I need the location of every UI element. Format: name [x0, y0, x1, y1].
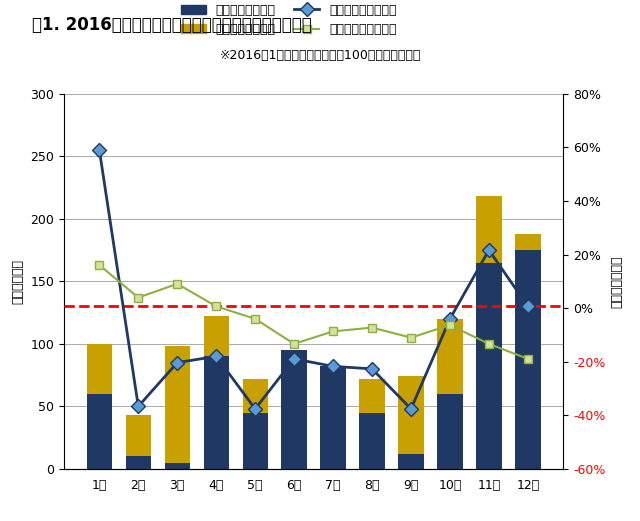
- 冬タイヤ本数前年比: [291, 356, 298, 362]
- 夏タイヤ本数前年比: [485, 341, 493, 347]
- Bar: [398, 454, 424, 469]
- Line: 冬タイヤ本数前年比: 冬タイヤ本数前年比: [95, 145, 532, 414]
- Bar: [125, 415, 151, 469]
- Bar: [476, 196, 502, 469]
- 冬タイヤ本数前年比: [446, 316, 454, 322]
- Bar: [243, 379, 268, 469]
- Text: 図1. 2016年の乗用車用タイヤ販売本数・平均価格推移: 図1. 2016年の乗用車用タイヤ販売本数・平均価格推移: [32, 16, 312, 34]
- Y-axis label: （本数指数）: （本数指数）: [12, 259, 25, 304]
- Bar: [243, 413, 268, 469]
- 夏タイヤ本数前年比: [329, 328, 337, 334]
- 夏タイヤ本数前年比: [524, 356, 532, 362]
- Bar: [282, 350, 307, 469]
- 冬タイヤ本数前年比: [407, 406, 415, 412]
- 夏タイヤ本数前年比: [173, 281, 181, 287]
- 夏タイヤ本数前年比: [291, 341, 298, 347]
- 冬タイヤ本数前年比: [368, 366, 376, 372]
- 冬タイヤ本数前年比: [252, 406, 259, 412]
- Bar: [360, 379, 385, 469]
- 冬タイヤ本数前年比: [485, 247, 493, 253]
- Bar: [515, 234, 541, 469]
- 夏タイヤ本数前年比: [407, 334, 415, 341]
- Bar: [164, 346, 190, 469]
- 夏タイヤ本数前年比: [95, 262, 103, 268]
- 冬タイヤ本数前年比: [134, 403, 142, 410]
- 冬タイヤ本数前年比: [524, 303, 532, 309]
- Bar: [321, 366, 346, 469]
- Y-axis label: （本数前年比）: （本数前年比）: [611, 255, 624, 307]
- Bar: [204, 356, 229, 469]
- Bar: [125, 456, 151, 469]
- 夏タイヤ本数前年比: [252, 316, 259, 322]
- Line: 夏タイヤ本数前年比: 夏タイヤ本数前年比: [95, 261, 532, 363]
- 夏タイヤ本数前年比: [368, 325, 376, 331]
- 夏タイヤ本数前年比: [212, 303, 220, 309]
- Bar: [398, 376, 424, 469]
- Bar: [86, 344, 112, 469]
- Text: ※2016年1月のタイヤ販売を「100」として指数化: ※2016年1月のタイヤ販売を「100」として指数化: [220, 49, 420, 63]
- Bar: [282, 350, 307, 469]
- 夏タイヤ本数前年比: [446, 322, 454, 328]
- 冬タイヤ本数前年比: [212, 353, 220, 359]
- Bar: [164, 463, 190, 469]
- 冬タイヤ本数前年比: [329, 363, 337, 369]
- Bar: [437, 394, 463, 469]
- Bar: [204, 316, 229, 469]
- 夏タイヤ本数前年比: [134, 294, 142, 301]
- Bar: [86, 394, 112, 469]
- Bar: [360, 413, 385, 469]
- 冬タイヤ本数前年比: [173, 359, 181, 366]
- Bar: [476, 263, 502, 469]
- 冬タイヤ本数前年比: [95, 147, 103, 153]
- Legend: 冬タイヤ販売本数, 夏タイヤ販売本数, 冬タイヤ本数前年比, 夏タイヤ本数前年比: 冬タイヤ販売本数, 夏タイヤ販売本数, 冬タイヤ本数前年比, 夏タイヤ本数前年比: [175, 0, 402, 41]
- Bar: [437, 319, 463, 469]
- Bar: [515, 250, 541, 469]
- Bar: [321, 366, 346, 469]
